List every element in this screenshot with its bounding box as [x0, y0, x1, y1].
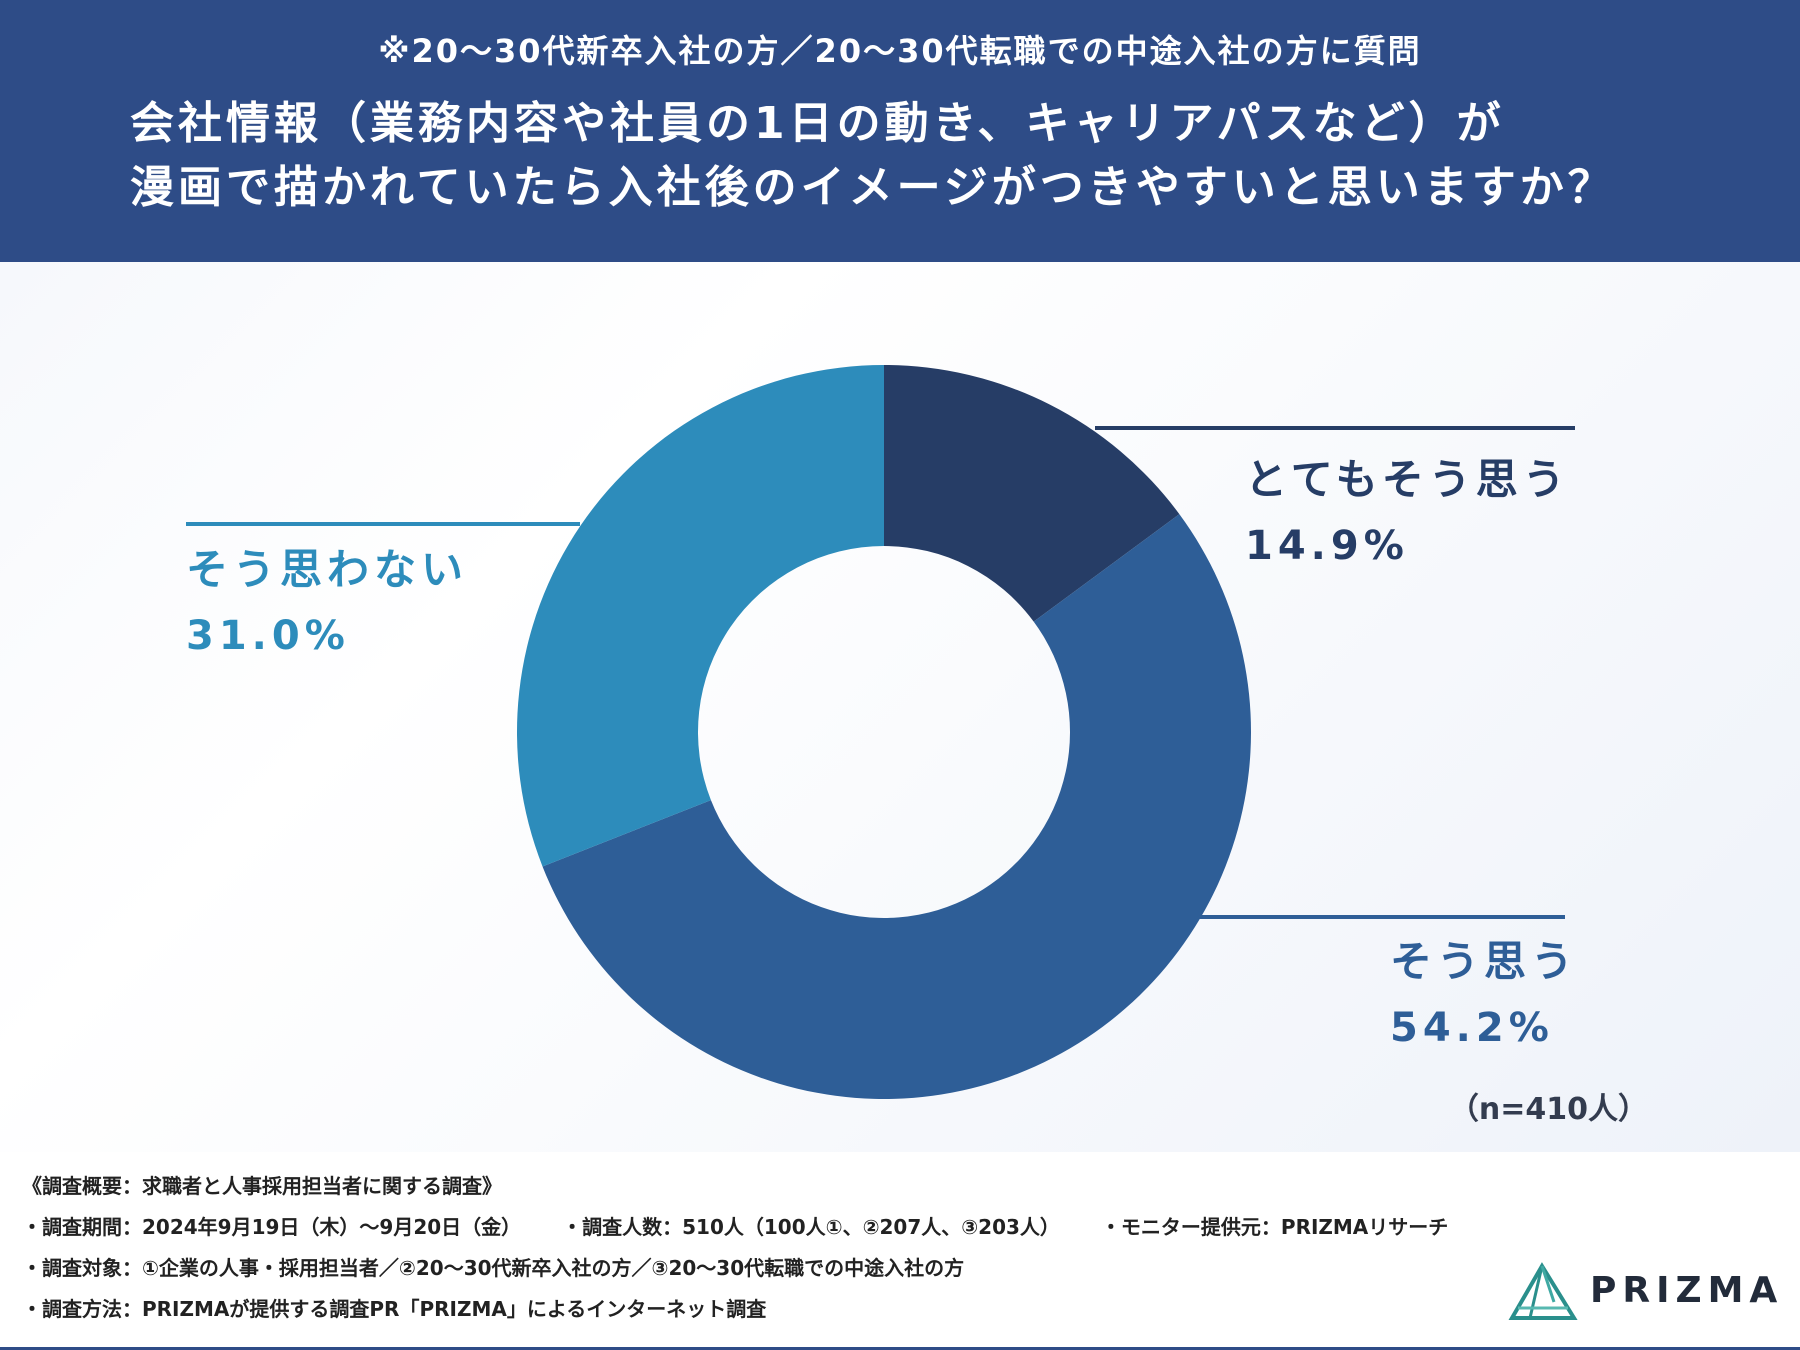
survey-monitor: ・モニター提供元：PRIZMAリサーチ: [1100, 1215, 1449, 1239]
prizma-logo: PRIZMA: [1508, 1262, 1778, 1322]
survey-count: ・調査人数：510人（100人①、②207人、③203人）: [562, 1215, 1060, 1239]
label-very-much-agree-name: とてもそう思う: [1245, 455, 1570, 504]
label-disagree-value: 31.0%: [186, 613, 350, 659]
header-banner: ※20〜30代新卒入社の方／20〜30代転職での中途入社の方に質問 会社情報（業…: [0, 0, 1800, 262]
survey-target: ・調査対象：①企業の人事・採用担当者／②20〜30代新卒入社の方／③20〜30代…: [22, 1256, 965, 1280]
label-disagree-name: そう思わない: [186, 545, 469, 594]
chart-area: とてもそう思う 14.9% そう思う 54.2% そう思わない 31.0% （n…: [0, 262, 1800, 1152]
slice-agree: [542, 514, 1251, 1099]
donut-chart: [186, 365, 1575, 1099]
question-title-line-1: 会社情報（業務内容や社員の1日の動き、キャリアパスなど）が: [130, 98, 1505, 149]
label-agree-name: そう思う: [1390, 937, 1579, 986]
survey-target-note: ※20〜30代新卒入社の方／20〜30代転職での中途入社の方に質問: [378, 32, 1422, 70]
survey-overview-title: 《調査概要：求職者と人事採用担当者に関する調査》: [22, 1174, 502, 1198]
question-title: 会社情報（業務内容や社員の1日の動き、キャリアパスなど）が 漫画で描かれていたら…: [130, 92, 1730, 220]
survey-period: ・調査期間：2024年9月19日（木）〜9月20日（金）: [22, 1215, 522, 1239]
prizma-logo-icon: [1508, 1262, 1578, 1320]
survey-overview: 《調査概要：求職者と人事採用担当者に関する調査》 ・調査期間：2024年9月19…: [0, 1152, 1800, 1350]
label-very-much-agree-value: 14.9%: [1245, 523, 1409, 569]
slice-disagree: [516, 365, 884, 867]
label-disagree: そう思わない 31.0%: [186, 542, 468, 664]
label-very-much-agree: とてもそう思う 14.9%: [1245, 452, 1570, 574]
survey-details: 《調査概要：求職者と人事採用担当者に関する調査》 ・調査期間：2024年9月19…: [22, 1166, 1482, 1330]
label-agree: そう思う 54.2%: [1390, 934, 1578, 1056]
sample-size: （n=410人）: [1448, 1092, 1648, 1127]
question-title-line-2: 漫画で描かれていたら入社後のイメージがつきやすいと思いますか？: [130, 162, 1616, 213]
slice-very-much-agree: [884, 365, 1180, 622]
prizma-logo-text: PRIZMA: [1590, 1270, 1784, 1311]
label-agree-value: 54.2%: [1390, 1005, 1554, 1051]
survey-row-2: ・調査期間：2024年9月19日（木）〜9月20日（金） ・調査人数：510人（…: [22, 1207, 1482, 1248]
survey-method: ・調査方法：PRIZMAが提供する調査PR「PRIZMA」によるインターネット調…: [22, 1297, 767, 1321]
